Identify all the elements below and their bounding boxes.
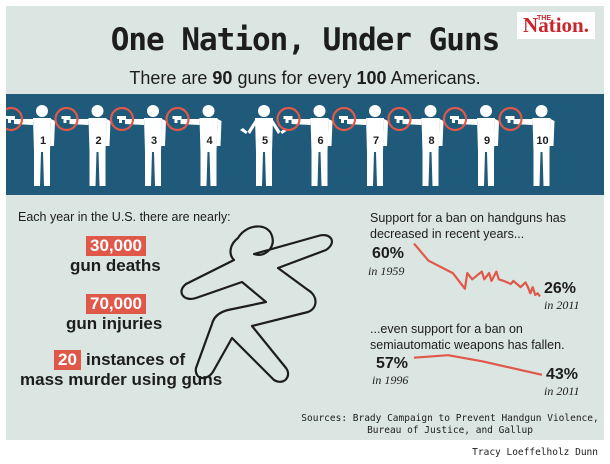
chart1-start-value: 60%: [372, 245, 405, 262]
chalk-outline-icon: [180, 225, 333, 383]
person-figure-5: 5: [240, 105, 288, 186]
person-figure-1: 1: [6, 105, 55, 186]
chart1-title-line2: decreased in recent years...: [370, 227, 525, 241]
highlight-ring: [54, 106, 79, 132]
sources-line-1: Sources: Brady Campaign to Prevent Handg…: [301, 413, 599, 424]
subtitle-number-people: 100: [356, 68, 387, 88]
chart1-plot: [413, 242, 541, 298]
logo-text: Nation.: [523, 13, 589, 37]
sources-line-2: Bureau of Justice, and Gallup: [367, 425, 533, 436]
chart2-plot: [413, 354, 543, 376]
person-figure-6: 6: [276, 105, 333, 186]
pistol-icon: [450, 116, 459, 123]
chart2-start-value: 57%: [376, 355, 409, 372]
pistol-icon: [283, 116, 293, 123]
highlight-ring: [331, 106, 357, 132]
publication-logo: THE Nation.: [517, 12, 595, 39]
stat-label-injuries: gun injuries: [66, 314, 163, 333]
pistol-icon: [172, 116, 182, 123]
person-number-label: 7: [373, 135, 379, 147]
pistol-icon: [6, 116, 15, 123]
person-number-label: 4: [206, 135, 213, 147]
person-number-label: 2: [95, 135, 101, 147]
chart1-end-value: 26%: [544, 280, 577, 297]
person-number-label: 9: [484, 135, 490, 147]
highlight-ring: [109, 106, 135, 132]
chart1-start-year: in 1959: [368, 264, 405, 278]
logo-the: THE: [537, 15, 551, 22]
infographic-panel: [6, 6, 604, 440]
stat-label-deaths: gun deaths: [70, 256, 161, 275]
stats-intro: Each year in the U.S. there are nearly:: [18, 210, 231, 224]
series-line: [413, 242, 541, 298]
figures-band: 1 2 3 4 5 6 7 8 9 10: [6, 94, 604, 195]
stat-label-mass-murder-1: instances of: [86, 350, 186, 369]
person-number-label: 5: [262, 135, 268, 147]
chart2-title-line1: ...even support for a ban on: [370, 322, 523, 336]
pistol-icon: [339, 116, 348, 123]
stat-number-mass-murder: 20: [54, 350, 81, 370]
person-figure-3: 3: [109, 105, 166, 186]
person-number-label: 8: [428, 135, 434, 147]
highlight-ring: [6, 106, 24, 132]
highlight-ring: [276, 106, 301, 132]
highlight-ring: [442, 106, 468, 132]
chart1-title: Support for a ban on handguns has decrea…: [370, 210, 566, 242]
person-number-label: 10: [536, 135, 548, 147]
chart2-end-value: 43%: [546, 366, 579, 383]
person-number-label: 3: [151, 135, 157, 147]
person-figure-8: 8: [387, 105, 444, 186]
author-credit: Tracy Loeffelholz Dunn: [472, 447, 598, 458]
person-figure-10: 10: [498, 105, 555, 186]
person-number-label: 6: [317, 135, 323, 147]
stat-number-injuries: 70,000: [86, 294, 146, 314]
pistol-icon: [394, 116, 404, 123]
stat-number-deaths: 30,000: [86, 236, 146, 256]
person-number-label: 1: [40, 135, 46, 147]
person-figure-7: 7: [331, 105, 388, 186]
person-figure-9: 9: [442, 105, 499, 186]
subtitle-post: Americans.: [386, 68, 481, 88]
subtitle-mid: guns for every: [232, 68, 357, 88]
chart1-end-year: in 2011: [544, 298, 580, 312]
chart2-title-line2: semiautomatic weapons has fallen.: [370, 338, 565, 352]
subtitle-number-guns: 90: [212, 68, 233, 88]
sources-note: Sources: Brady Campaign to Prevent Handg…: [300, 413, 600, 437]
series-line: [413, 354, 543, 376]
chart2-start-year: in 1996: [372, 373, 409, 387]
chart1-title-line1: Support for a ban on handguns has: [370, 211, 566, 225]
chart2-end-year: in 2011: [544, 384, 580, 398]
person-figure-4: 4: [165, 105, 222, 186]
highlight-ring: [498, 106, 523, 132]
subtitle: There are 90 guns for every 100 American…: [0, 68, 610, 89]
subtitle-pre: There are: [129, 68, 213, 88]
stat-label-mass-murder-2: mass murder using guns: [20, 370, 223, 389]
page-title: One Nation, Under Guns: [110, 22, 501, 58]
chart2-title: ...even support for a ban on semiautomat…: [370, 321, 565, 353]
highlight-ring: [387, 106, 412, 132]
person-figure-2: 2: [54, 105, 111, 186]
pistol-icon: [117, 116, 126, 123]
pistol-icon: [61, 116, 71, 123]
pistol-icon: [505, 116, 515, 123]
figures-illustration: 1 2 3 4 5 6 7 8 9 10: [6, 105, 555, 186]
highlight-ring: [165, 106, 190, 132]
